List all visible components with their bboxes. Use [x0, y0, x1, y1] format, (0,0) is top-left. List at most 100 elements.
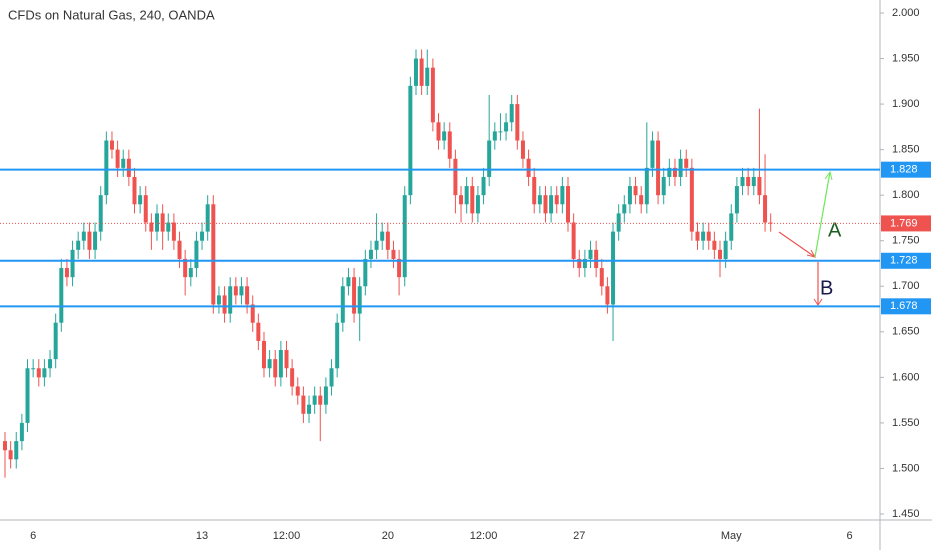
candle-body: [53, 322, 58, 360]
candle-body: [498, 131, 503, 133]
candle-body: [25, 368, 30, 423]
candle-body: [605, 286, 610, 305]
y-tick-label: 1.650: [892, 326, 920, 338]
y-tick-label: 1.900: [892, 98, 920, 110]
candle-body: [318, 395, 323, 405]
candle-body: [520, 140, 525, 159]
candle-body: [627, 186, 632, 205]
candle-body: [31, 368, 36, 370]
candle-body: [19, 422, 24, 442]
level-label-box: [881, 298, 931, 315]
candle-body: [453, 158, 458, 196]
candle-body: [194, 240, 199, 269]
annotation: B: [820, 277, 833, 299]
candle-body: [611, 231, 616, 305]
candle-body: [143, 195, 148, 223]
annotation: A: [828, 219, 842, 241]
candle-body: [126, 158, 131, 177]
candle-body: [464, 186, 469, 205]
candle-body: [301, 395, 306, 414]
candle-body: [239, 286, 244, 296]
y-tick-label: 1.500: [892, 462, 920, 474]
y-tick-label: 2.000: [892, 7, 920, 19]
candle-body: [200, 231, 205, 241]
candle-body: [380, 231, 385, 241]
level-label: 1.678: [890, 300, 918, 312]
candle-body: [374, 240, 379, 250]
candle-body: [684, 158, 689, 168]
candle-body: [678, 158, 683, 177]
candle-body: [171, 222, 176, 241]
candle-body: [132, 176, 137, 205]
candle-body: [695, 231, 700, 241]
candle-body: [250, 304, 255, 323]
candle-body: [233, 286, 238, 296]
candle-body: [363, 258, 368, 287]
candle-body: [746, 176, 751, 187]
candle-body: [616, 213, 621, 232]
candle-body: [166, 222, 171, 232]
chart-title: CFDs on Natural Gas, 240, OANDA: [8, 7, 215, 22]
candle-body: [622, 204, 627, 214]
candle-body: [537, 195, 542, 205]
candle-body: [667, 167, 672, 177]
candle-body: [261, 340, 266, 369]
x-tick-label: 6: [30, 530, 36, 542]
candle-body: [368, 249, 373, 259]
candle-body: [3, 441, 7, 451]
candle-body: [205, 204, 210, 232]
candle-body: [64, 268, 69, 278]
candle-body: [346, 277, 351, 287]
candle-body: [335, 322, 340, 369]
candle-body: [515, 104, 520, 141]
candle-body: [138, 195, 143, 205]
candle-body: [357, 286, 362, 314]
candle-body: [560, 186, 565, 205]
x-tick-label: 12:00: [470, 530, 498, 542]
candle-body: [93, 231, 98, 250]
candle-body: [36, 368, 41, 378]
x-tick-label: 12:00: [273, 530, 301, 542]
x-tick-label: 13: [196, 530, 208, 542]
candle-body: [419, 58, 424, 86]
candle-body: [487, 140, 492, 177]
candle-body: [566, 186, 570, 223]
candle-body: [81, 231, 86, 241]
candle-body: [222, 295, 227, 314]
candle-body: [8, 450, 13, 460]
x-tick-label: 27: [573, 530, 585, 542]
candle-body: [701, 231, 706, 241]
candle-body: [323, 386, 328, 405]
candle-body: [121, 158, 126, 168]
candle-body: [442, 131, 447, 141]
candle-body: [104, 140, 109, 196]
candle-body: [391, 249, 396, 259]
candle-body: [729, 213, 734, 241]
y-tick-label: 1.850: [892, 144, 920, 156]
x-tick-label: 6: [846, 530, 852, 542]
candle-body: [718, 249, 723, 259]
candle-body: [290, 368, 295, 387]
level-label-box: [881, 252, 931, 269]
candle-body: [757, 176, 762, 196]
candle-body: [76, 240, 81, 250]
candle-body: [577, 258, 582, 269]
y-tick-label: 1.600: [892, 371, 920, 383]
candle-body: [672, 167, 677, 177]
candle-body: [712, 240, 717, 250]
candle-body: [459, 195, 464, 205]
candle-body: [549, 195, 554, 214]
candle-body: [571, 222, 576, 259]
candle-body: [470, 186, 475, 214]
candle-body: [509, 104, 514, 123]
candle-body: [98, 195, 103, 232]
y-tick-label: 1.450: [892, 508, 920, 520]
candle-body: [245, 286, 250, 305]
arrow-head: [824, 170, 833, 181]
candle-body: [639, 195, 644, 205]
candle-body: [599, 268, 604, 287]
candle-body: [492, 131, 497, 141]
candle-body: [188, 268, 193, 278]
candle-body: [295, 386, 300, 396]
candle-body: [582, 258, 587, 269]
